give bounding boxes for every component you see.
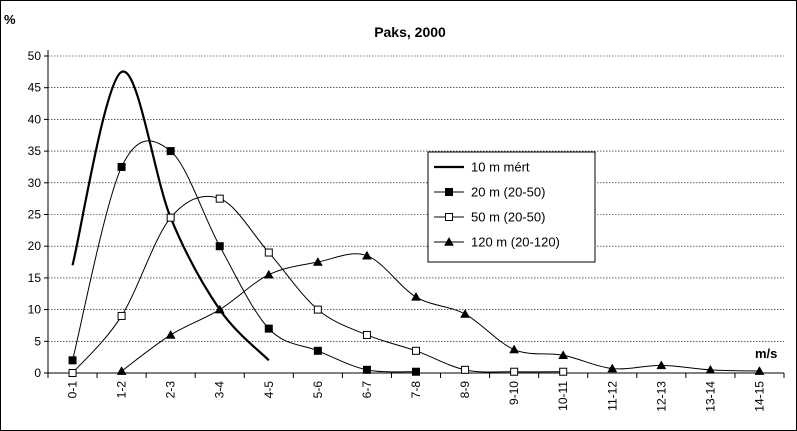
grid-layer — [48, 55, 784, 342]
data-point — [362, 250, 372, 260]
legend-label: 10 m mért — [471, 160, 530, 175]
x-tick-label: 5-6 — [311, 381, 325, 399]
data-point — [656, 360, 667, 370]
data-point — [264, 248, 273, 257]
data-point — [68, 356, 77, 365]
data-point — [313, 305, 322, 314]
x-tick-label: 1-2 — [115, 381, 129, 399]
y-tick-label: 5 — [34, 334, 41, 348]
data-point — [705, 364, 716, 374]
data-point — [510, 367, 519, 376]
data-point — [509, 344, 520, 354]
series-line — [121, 253, 760, 372]
x-tick-label: 13-14 — [703, 381, 717, 412]
series-4 — [116, 250, 765, 375]
data-point — [117, 162, 126, 171]
data-point — [412, 367, 420, 376]
data-point — [215, 242, 224, 251]
x-tick-label: 14-15 — [752, 381, 766, 412]
data-point — [215, 194, 224, 203]
data-point — [165, 329, 176, 339]
data-point — [607, 363, 618, 373]
data-point — [460, 309, 470, 318]
series-1 — [71, 70, 270, 362]
legend-marker — [445, 213, 453, 221]
series-2 — [68, 140, 420, 376]
data-point — [411, 291, 421, 301]
x-axis-unit-label: m/s — [755, 346, 777, 361]
x-tick-label: 12-13 — [654, 381, 668, 412]
data-point — [412, 346, 420, 355]
x-tick-label: 10-11 — [556, 381, 570, 411]
data-point — [166, 213, 175, 222]
legend-marker — [444, 236, 454, 246]
y-tick-label: 20 — [28, 239, 42, 253]
data-point — [559, 367, 568, 376]
x-tick-label: 6-7 — [360, 381, 374, 399]
y-tick-label: 15 — [28, 271, 42, 285]
data-point — [214, 304, 225, 314]
data-point — [68, 369, 77, 377]
legend: 10 m mért 20 m (20-50) 50 m (20-50) 120 m (… — [427, 151, 596, 263]
x-tick-label: 0-1 — [66, 381, 80, 399]
data-point — [558, 350, 569, 359]
data-point — [264, 324, 273, 333]
data-point — [117, 311, 126, 320]
y-tick-label: 10 — [28, 303, 42, 317]
data-point — [313, 346, 322, 355]
x-tick-label: 3-4 — [213, 381, 227, 399]
data-point — [263, 269, 274, 279]
x-tick-label: 2-3 — [164, 381, 178, 399]
x-tick-label: 7-8 — [409, 381, 423, 399]
legend-label: 50 m (20-50) — [471, 210, 545, 225]
x-tick-label: 4-5 — [262, 381, 276, 399]
x-tick-label: 9-10 — [507, 381, 521, 405]
legend-box — [427, 151, 596, 263]
data-point — [166, 147, 175, 156]
data-point — [362, 365, 371, 374]
series-line — [71, 70, 270, 362]
y-tick-label: 45 — [28, 81, 42, 95]
x-tick-label: 8-9 — [458, 381, 472, 399]
y-tick-label: 40 — [28, 112, 42, 126]
series-3 — [68, 194, 568, 377]
legend-marker — [445, 188, 453, 196]
y-tick-label: 50 — [28, 49, 42, 63]
data-point — [116, 366, 127, 375]
x-tick-label: 11-12 — [605, 381, 619, 411]
series-layer — [68, 70, 765, 377]
legend-label: 20 m (20-50) — [471, 185, 545, 200]
data-point — [312, 257, 323, 266]
data-point — [461, 365, 470, 374]
y-tick-label: 30 — [28, 176, 42, 190]
series-line — [72, 195, 564, 374]
y-tick-label: 35 — [28, 144, 42, 158]
axis-layer: 0 5 10 15 20 25 30 35 40 45 50 0-1 1-2 2-3 3-4 4-5 5-6 6-… — [28, 49, 785, 412]
y-tick-label: 0 — [34, 366, 41, 380]
y-tick-label: 25 — [28, 208, 42, 222]
chart-title: Paks, 2000 — [374, 24, 446, 40]
data-point — [754, 366, 765, 375]
y-axis-unit-label: % — [4, 12, 16, 27]
legend-label: 120 m (20-120) — [471, 235, 560, 250]
data-point — [362, 330, 371, 339]
